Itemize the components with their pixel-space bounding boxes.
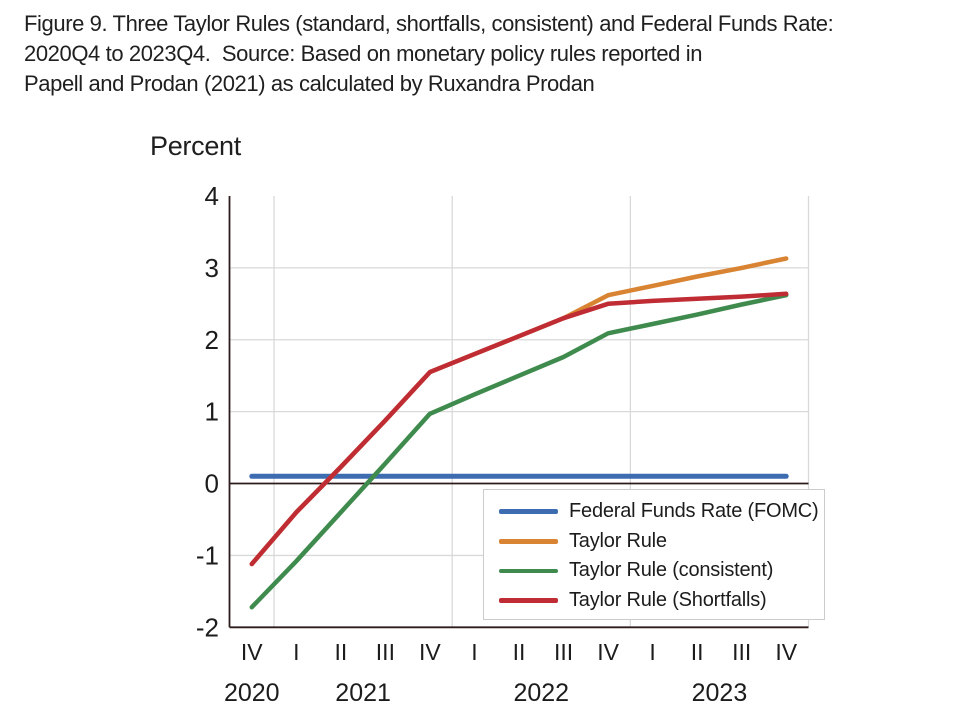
y-tick-label: 3 bbox=[205, 253, 219, 283]
legend-item-taylor-rule-shortfalls: Taylor Rule (Shortfalls) bbox=[499, 589, 820, 612]
y-axis-title: Percent bbox=[150, 131, 241, 161]
x-year-label-2021: 2021 bbox=[335, 679, 391, 707]
legend-label-taylor-rule: Taylor Rule bbox=[569, 529, 667, 552]
y-tick-label: 4 bbox=[205, 181, 219, 211]
x-year-label-2023: 2023 bbox=[692, 679, 748, 707]
x-quarter-label: IV bbox=[597, 639, 619, 665]
y-tick-label: -1 bbox=[196, 540, 219, 570]
x-quarter-label: I bbox=[649, 639, 655, 665]
legend-swatch-orange-line bbox=[499, 539, 558, 544]
y-tick-label: -2 bbox=[196, 612, 219, 642]
x-quarter-label: I bbox=[293, 639, 299, 665]
x-quarter-label: III bbox=[554, 639, 573, 665]
chart-legend: Federal Funds Rate (FOMC) Taylor Rule Ta… bbox=[483, 489, 825, 620]
legend-item-taylor-rule-consistent: Taylor Rule (consistent) bbox=[499, 559, 820, 582]
figure-caption: Figure 9. Three Taylor Rules (standard, … bbox=[24, 9, 954, 99]
y-tick-label: 0 bbox=[205, 469, 219, 499]
caption-line-2: 2020Q4 to 2023Q4. Source: Based on monet… bbox=[24, 41, 703, 66]
x-year-label-2020: 2020 bbox=[224, 679, 280, 707]
series-line-taylor-rule-consistent bbox=[249, 292, 789, 610]
x-quarter-label: II bbox=[334, 639, 347, 665]
x-year-label-2022: 2022 bbox=[513, 679, 569, 707]
x-quarter-label: III bbox=[376, 639, 395, 665]
x-quarter-label: IV bbox=[775, 639, 797, 665]
legend-item-taylor-rule: Taylor Rule bbox=[499, 530, 820, 553]
y-tick-label: 2 bbox=[205, 325, 219, 355]
legend-swatch-green-line bbox=[499, 568, 558, 573]
legend-label-federal-funds-rate: Federal Funds Rate (FOMC) bbox=[569, 500, 819, 523]
legend-label-taylor-rule-shortfalls: Taylor Rule (Shortfalls) bbox=[569, 588, 767, 611]
legend-swatch-red-line bbox=[499, 598, 558, 603]
legend-item-federal-funds-rate: Federal Funds Rate (FOMC) bbox=[499, 500, 820, 523]
caption-line-1: Figure 9. Three Taylor Rules (standard, … bbox=[24, 11, 834, 36]
legend-label-taylor-rule-consistent: Taylor Rule (consistent) bbox=[569, 559, 774, 582]
x-quarter-label: IV bbox=[241, 639, 263, 665]
x-quarter-label: II bbox=[691, 639, 704, 665]
x-quarter-label: III bbox=[732, 639, 751, 665]
x-quarter-label: II bbox=[513, 639, 526, 665]
series-line-taylor-rule-shortfalls bbox=[249, 291, 789, 567]
legend-swatch-blue-line bbox=[499, 509, 558, 515]
caption-line-3: Papell and Prodan (2021) as calculated b… bbox=[24, 71, 595, 96]
y-tick-label: 1 bbox=[205, 397, 219, 427]
x-quarter-label: IV bbox=[419, 639, 441, 665]
x-quarter-label: I bbox=[471, 639, 477, 665]
